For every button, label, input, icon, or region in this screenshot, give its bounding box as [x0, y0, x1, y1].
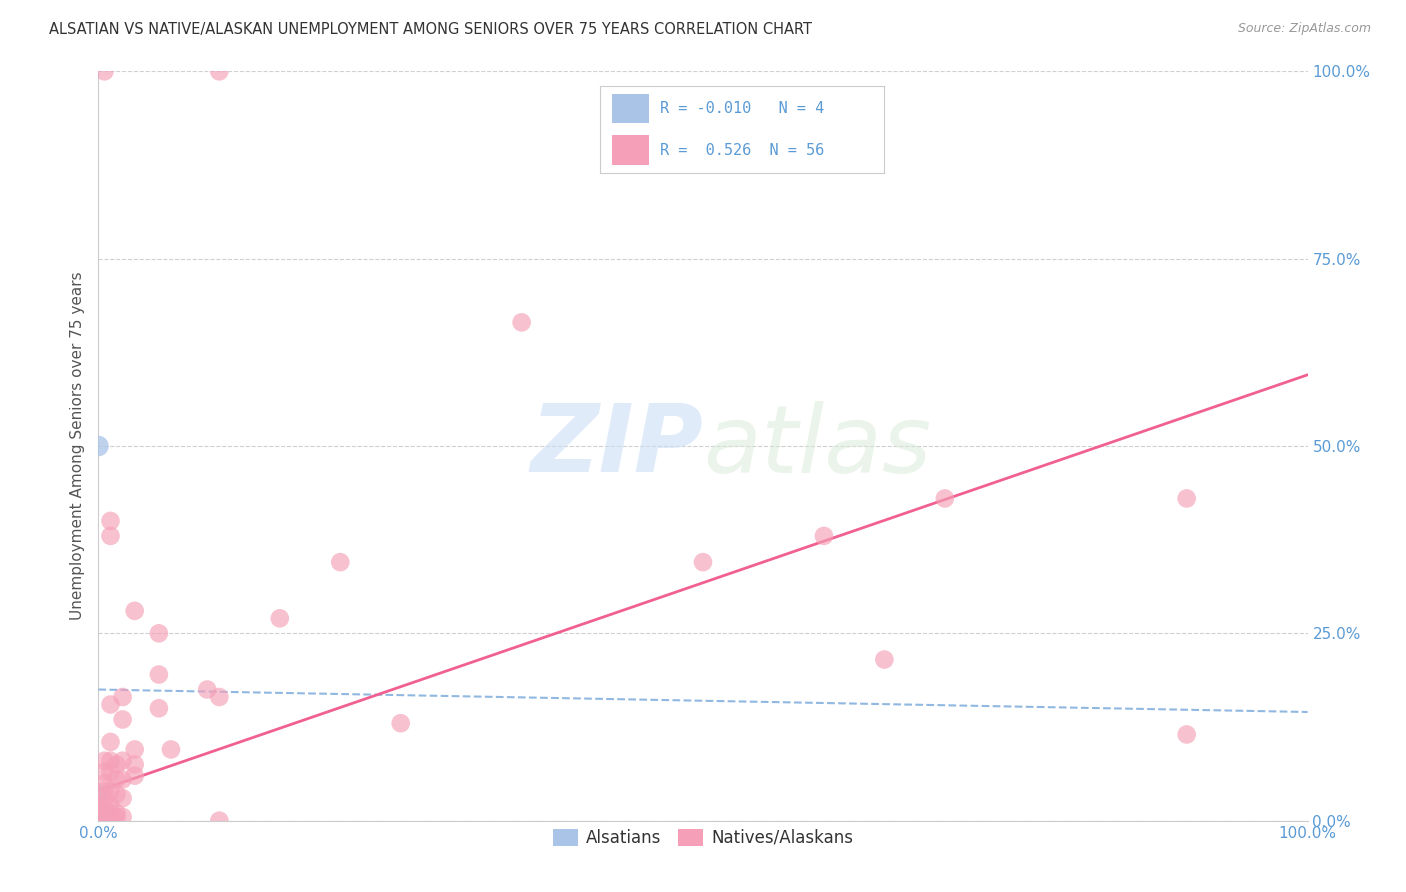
Point [148, 626, 170, 640]
Text: ALSATIAN VS NATIVE/ALASKAN UNEMPLOYMENT AMONG SENIORS OVER 75 YEARS CORRELATION : ALSATIAN VS NATIVE/ALASKAN UNEMPLOYMENT … [49, 22, 813, 37]
Text: Source: ZipAtlas.com: Source: ZipAtlas.com [1237, 22, 1371, 36]
Point [269, 611, 291, 625]
Point [510, 315, 533, 329]
Point [1175, 727, 1198, 741]
Point [329, 555, 352, 569]
Point [100, 783, 122, 797]
Point [93, 776, 115, 790]
Point [111, 754, 134, 768]
Point [208, 64, 231, 78]
Point [111, 810, 134, 824]
Point [105, 810, 128, 824]
Y-axis label: Unemployment Among Seniors over 75 years: Unemployment Among Seniors over 75 years [70, 272, 86, 620]
Point [100, 514, 122, 528]
Point [208, 690, 231, 704]
Point [93, 754, 115, 768]
Point [100, 735, 122, 749]
Point [93, 806, 115, 821]
Point [148, 667, 170, 681]
Point [124, 769, 146, 783]
Point [105, 788, 128, 802]
Point [195, 682, 218, 697]
Point [93, 764, 115, 779]
Point [100, 529, 122, 543]
Point [87, 788, 110, 802]
Text: ZIP: ZIP [530, 400, 703, 492]
Point [100, 754, 122, 768]
Point [87, 810, 110, 824]
Point [100, 698, 122, 712]
Point [87, 810, 110, 824]
Point [100, 806, 122, 821]
Point [813, 529, 835, 543]
Point [87, 806, 110, 821]
Point [208, 814, 231, 828]
Point [124, 742, 146, 756]
Point [111, 713, 134, 727]
Point [692, 555, 714, 569]
Point [124, 604, 146, 618]
Point [934, 491, 956, 506]
Point [93, 64, 115, 78]
Point [873, 652, 896, 666]
Point [148, 701, 170, 715]
Point [124, 757, 146, 772]
Point [100, 798, 122, 813]
Text: atlas: atlas [703, 401, 931, 491]
Point [93, 810, 115, 824]
Point [105, 757, 128, 772]
Point [160, 742, 183, 756]
Point [100, 764, 122, 779]
Point [389, 716, 412, 731]
Point [87, 802, 110, 816]
Point [93, 783, 115, 797]
Point [87, 798, 110, 813]
Point [111, 690, 134, 704]
Point [105, 772, 128, 787]
Point [87, 439, 110, 453]
Point [111, 772, 134, 787]
Point [93, 791, 115, 805]
Point [100, 810, 122, 824]
Legend: Alsatians, Natives/Alaskans: Alsatians, Natives/Alaskans [546, 822, 860, 854]
Point [105, 806, 128, 821]
Point [111, 791, 134, 805]
Point [93, 798, 115, 813]
Point [87, 798, 110, 813]
Point [1175, 491, 1198, 506]
